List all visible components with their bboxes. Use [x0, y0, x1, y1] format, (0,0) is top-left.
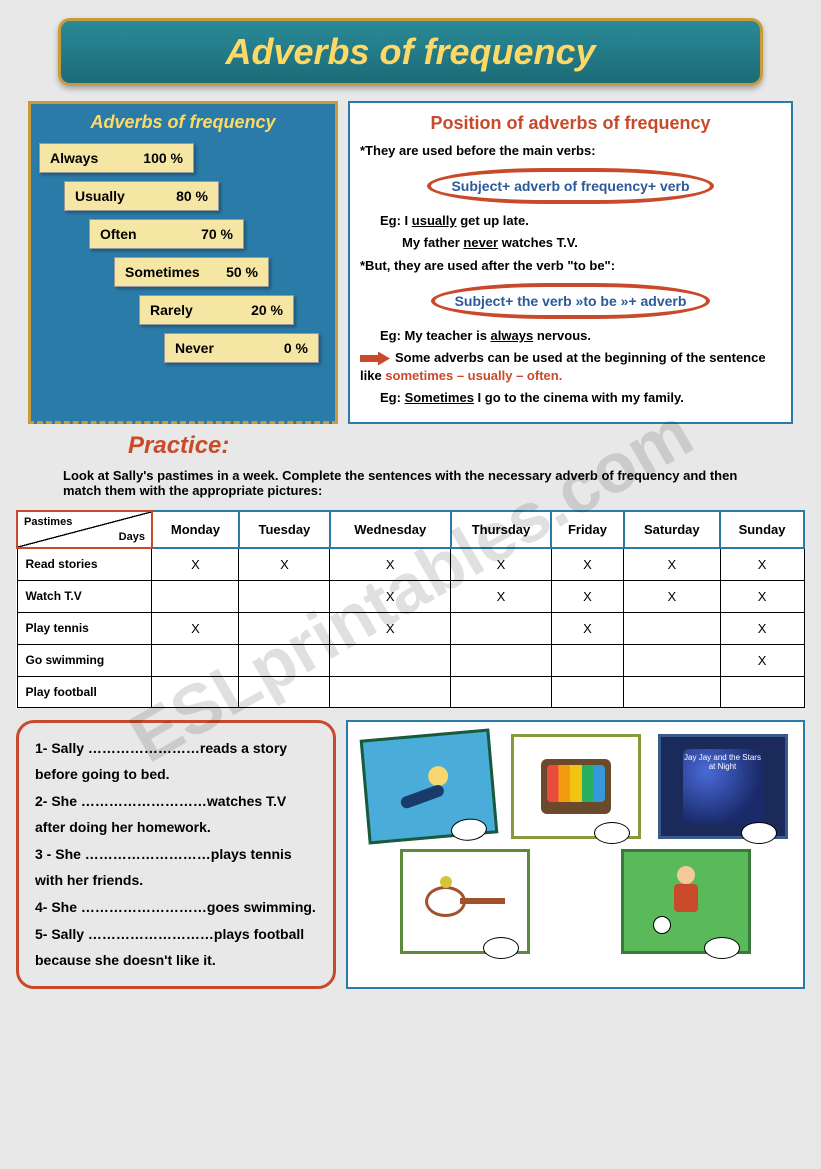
sentence-3: 3 - She ………………………plays tennis with her f…: [35, 841, 317, 894]
bottom-row: 1- Sally ……………………reads a story before go…: [16, 720, 805, 989]
answer-oval[interactable]: [594, 822, 630, 844]
position-title: Position of adverbs of frequency: [360, 113, 781, 134]
picture-tv: [511, 734, 641, 839]
table-cell: [152, 644, 239, 676]
arrow-icon: [360, 352, 390, 366]
freq-item: Rarely20 %: [139, 295, 294, 325]
row-label: Play football: [17, 676, 152, 707]
pictures-box: Jay Jay and the Stars at Night: [346, 720, 805, 989]
table-cell: X: [330, 580, 451, 612]
table-cell: [330, 676, 451, 707]
position-intro2: *But, they are used after the verb "to b…: [360, 257, 781, 275]
table-cell: [152, 676, 239, 707]
schedule-table: PastimesDaysMondayTuesdayWednesdayThursd…: [16, 510, 805, 708]
sentence-1: 1- Sally ……………………reads a story before go…: [35, 735, 317, 788]
picture-tennis: [400, 849, 530, 954]
table-cell: X: [152, 612, 239, 644]
example-2: Eg: My teacher is always nervous.: [380, 327, 781, 345]
answer-oval[interactable]: [483, 937, 519, 959]
table-row: Read storiesXXXXXXX: [17, 548, 804, 581]
table-row: Play football: [17, 676, 804, 707]
picture-swimmer: [359, 728, 498, 844]
table-row: Go swimming X: [17, 644, 804, 676]
day-header: Tuesday: [239, 511, 330, 548]
table-cell: [624, 676, 721, 707]
row-label: Play tennis: [17, 612, 152, 644]
table-cell: [239, 580, 330, 612]
table-cell: X: [720, 644, 804, 676]
frequency-box: Adverbs of frequency Always100 % Usually8…: [28, 101, 338, 424]
sentences-box: 1- Sally ……………………reads a story before go…: [16, 720, 336, 989]
row-label: Read stories: [17, 548, 152, 581]
table-cell: [551, 644, 623, 676]
table-cell: X: [624, 548, 721, 581]
table-cell: [330, 644, 451, 676]
example-3: Eg: Sometimes I go to the cinema with my…: [380, 389, 781, 407]
table-cell: X: [551, 580, 623, 612]
table-cell: X: [239, 548, 330, 581]
table-cell: X: [330, 548, 451, 581]
rule-2: Subject+ the verb »to be »+ adverb: [431, 283, 711, 319]
table-cell: [624, 644, 721, 676]
table-cell: [152, 580, 239, 612]
position-intro: *They are used before the main verbs:: [360, 142, 781, 160]
table-cell: [551, 676, 623, 707]
sentence-4: 4- She ………………………goes swimming.: [35, 894, 317, 921]
note: Some adverbs can be used at the beginnin…: [360, 349, 781, 385]
row-label: Go swimming: [17, 644, 152, 676]
table-cell: [239, 676, 330, 707]
table-cell: X: [451, 580, 552, 612]
corner-cell: PastimesDays: [17, 511, 152, 548]
table-cell: [451, 612, 552, 644]
table-cell: [624, 612, 721, 644]
table-cell: X: [720, 580, 804, 612]
table-cell: [451, 676, 552, 707]
freq-item: Often70 %: [89, 219, 244, 249]
table-cell: X: [451, 548, 552, 581]
table-cell: X: [720, 548, 804, 581]
row-label: Watch T.V: [17, 580, 152, 612]
practice-label: Practice:: [128, 432, 813, 460]
freq-item: Sometimes50 %: [114, 257, 269, 287]
position-box: Position of adverbs of frequency *They a…: [348, 101, 793, 424]
day-header: Thursday: [451, 511, 552, 548]
answer-oval[interactable]: [704, 937, 740, 959]
table-cell: [239, 612, 330, 644]
day-header: Monday: [152, 511, 239, 548]
rule-1: Subject+ adverb of frequency+ verb: [427, 168, 713, 204]
picture-book: Jay Jay and the Stars at Night: [658, 734, 788, 839]
day-header: Friday: [551, 511, 623, 548]
table-cell: [451, 644, 552, 676]
table-cell: [239, 644, 330, 676]
table-cell: X: [551, 548, 623, 581]
title-banner: Adverbs of frequency: [58, 18, 763, 86]
freq-item: Always100 %: [39, 143, 194, 173]
day-header: Wednesday: [330, 511, 451, 548]
table-row: Play tennisXXXX: [17, 612, 804, 644]
table-cell: X: [551, 612, 623, 644]
answer-oval[interactable]: [741, 822, 777, 844]
freq-item: Never0 %: [164, 333, 319, 363]
example-1a: Eg: I usually get up late.: [380, 212, 781, 230]
table-cell: X: [720, 612, 804, 644]
freq-item: Usually80 %: [64, 181, 219, 211]
page-title: Adverbs of frequency: [81, 31, 740, 73]
table-cell: [720, 676, 804, 707]
table-cell: X: [152, 548, 239, 581]
sentence-5: 5- Sally ………………………plays football because…: [35, 921, 317, 974]
top-row: Adverbs of frequency Always100 % Usually8…: [28, 101, 793, 424]
answer-oval[interactable]: [450, 817, 488, 842]
frequency-title: Adverbs of frequency: [39, 112, 327, 133]
table-row: Watch T.VXXXXX: [17, 580, 804, 612]
picture-football: [621, 849, 751, 954]
instructions: Look at Sally's pastimes in a week. Comp…: [63, 468, 758, 498]
table-cell: X: [330, 612, 451, 644]
table-cell: X: [624, 580, 721, 612]
sentence-2: 2- She ………………………watches T.V after doing …: [35, 788, 317, 841]
day-header: Saturday: [624, 511, 721, 548]
day-header: Sunday: [720, 511, 804, 548]
example-1b: My father never watches T.V.: [402, 234, 781, 252]
